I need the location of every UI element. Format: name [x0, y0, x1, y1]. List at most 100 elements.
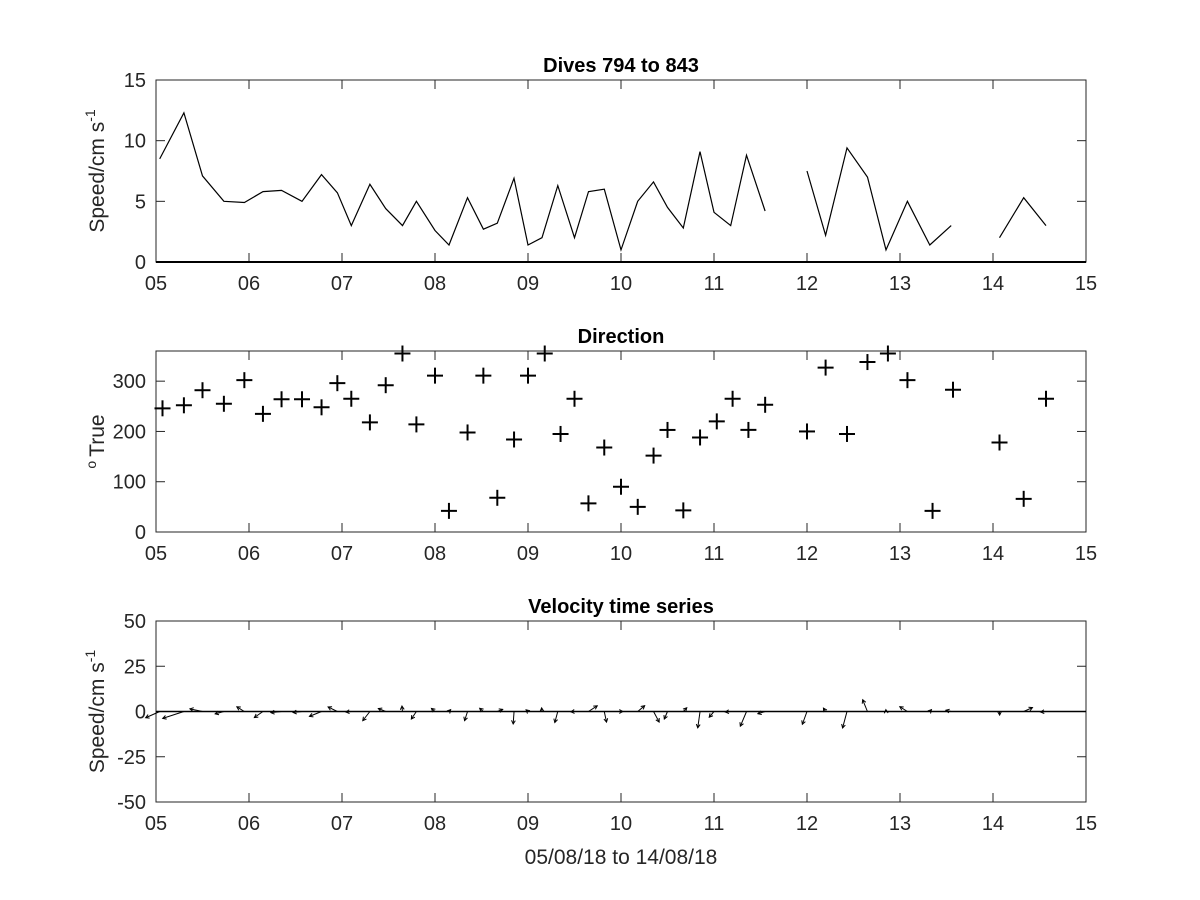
arrow-head — [344, 709, 350, 715]
velocity-arrow — [603, 711, 609, 724]
arrow-shaft — [1023, 707, 1033, 712]
arrow-shaft — [254, 711, 264, 718]
direction-marker — [520, 367, 536, 384]
x-tick-label: 15 — [1075, 543, 1097, 565]
velocity-arrow — [308, 711, 322, 718]
x-tick-label: 12 — [796, 813, 818, 835]
velocity-arrow — [214, 710, 225, 716]
x-tick-label: 15 — [1075, 813, 1097, 835]
arrow-head — [603, 718, 609, 724]
arrow-head — [756, 710, 762, 716]
y-tick-label: 25 — [124, 656, 146, 678]
arrow-shaft — [378, 708, 386, 712]
direction-marker — [613, 478, 629, 495]
arrow-shaft — [757, 711, 766, 715]
arrow-head — [739, 722, 744, 728]
direction-marker — [194, 382, 211, 399]
arrow-head — [663, 714, 668, 720]
arrow-shaft — [270, 711, 282, 714]
arrow-head — [569, 709, 575, 714]
y-tick-label: 200 — [113, 421, 146, 443]
direction-marker — [645, 447, 662, 464]
velocity-arrow — [653, 711, 660, 723]
y-tick-label: 0 — [135, 702, 146, 724]
y-tick-label: 5 — [135, 191, 146, 213]
x-tick-label: 13 — [889, 273, 911, 295]
direction-marker — [427, 367, 443, 384]
x-tick-label: 09 — [517, 273, 539, 295]
arrow-head — [801, 720, 806, 726]
velocity-arrow — [327, 706, 338, 712]
y-tick-label: -50 — [117, 792, 146, 814]
x-tick-label: 05 — [145, 813, 167, 835]
direction-marker — [254, 405, 271, 422]
arrow-head — [1039, 709, 1045, 715]
velocity-arrow — [525, 709, 531, 714]
velocity-arrow — [362, 711, 371, 722]
direction-marker — [799, 423, 815, 440]
y-axis-label-main: True — [86, 414, 109, 456]
velocity-panel: Velocity time series 05 06 07 08 09 10 11 12 13 14… — [82, 596, 1097, 869]
y-tick-label: 15 — [124, 70, 146, 92]
x-tick-label: 11 — [704, 813, 725, 835]
velocity-arrow — [739, 711, 748, 728]
velocity-arrow — [399, 705, 405, 712]
velocity-arrow — [188, 707, 203, 712]
arrow-head — [944, 708, 950, 714]
direction-marker — [475, 367, 492, 384]
velocity-arrow — [1023, 706, 1034, 712]
arrow-head — [898, 706, 904, 711]
y-axis-label-sup: o — [83, 461, 99, 469]
velocity-arrow — [841, 711, 848, 729]
arrow-head — [478, 707, 484, 713]
direction-marker — [596, 439, 613, 456]
direction-marker — [361, 414, 378, 431]
arrow-head — [144, 714, 150, 719]
direction-marker — [991, 434, 1008, 451]
arrow-shaft — [842, 711, 848, 729]
velocity-arrow — [822, 707, 828, 713]
speed-series-line — [998, 196, 1047, 239]
y-tick-label: 100 — [113, 472, 146, 494]
velocity-arrow — [344, 709, 352, 715]
arrow-shaft — [899, 706, 908, 712]
direction-marker — [1015, 490, 1032, 507]
direction-marker — [1038, 390, 1055, 407]
x-tick-label: 07 — [331, 813, 353, 835]
direction-marker — [879, 345, 896, 362]
arrow-head — [553, 718, 558, 724]
direction-marker — [313, 399, 330, 416]
arrow-head — [539, 706, 545, 712]
arrow-head — [883, 708, 889, 714]
arrow-shaft — [653, 711, 660, 723]
arrow-head — [291, 709, 297, 715]
x-tick-label: 08 — [424, 813, 446, 835]
panel-title: Velocity time series — [528, 596, 714, 618]
direction-marker — [566, 390, 583, 407]
arrow-head — [430, 707, 436, 713]
arrow-head — [253, 713, 259, 719]
x-tick-label: 08 — [424, 273, 446, 295]
y-tick-label: 0 — [135, 522, 146, 544]
arrow-head — [214, 710, 220, 716]
arrow-shaft — [801, 711, 808, 725]
panel-title: Direction — [578, 326, 665, 348]
direction-panel: Direction 05 06 07 08 09 10 11 12 13 14 15 0 100 200 30… — [83, 326, 1097, 565]
velocity-arrow — [756, 710, 766, 716]
arrow-shaft — [145, 711, 160, 719]
direction-marker — [459, 424, 476, 441]
direction-marker — [236, 372, 253, 389]
arrow-head — [511, 720, 516, 725]
x-tick-label: 13 — [889, 813, 911, 835]
y-axis-label-sup: -1 — [82, 650, 98, 663]
direction-marker — [408, 416, 425, 433]
velocity-arrow — [695, 711, 701, 729]
direction-marker — [580, 495, 597, 512]
arrow-head — [655, 718, 660, 723]
arrow-shaft — [603, 711, 608, 723]
x-tick-label: 08 — [424, 543, 446, 565]
direction-marker — [552, 425, 569, 442]
y-axis-label: o True — [83, 414, 109, 468]
arrow-shaft — [292, 711, 303, 713]
velocity-arrow — [410, 711, 417, 720]
